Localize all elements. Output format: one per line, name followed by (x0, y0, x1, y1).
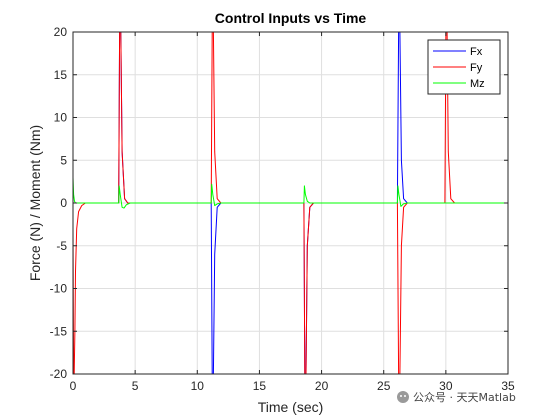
legend-label-mz: Mz (470, 78, 485, 90)
y-tick-label: 15 (54, 68, 68, 82)
series-line-mz (72, 177, 508, 209)
x-tick-label: 5 (132, 379, 139, 393)
y-tick-label: -20 (50, 367, 68, 381)
y-tick-label: 5 (60, 153, 67, 167)
y-tick-label: -10 (50, 282, 68, 296)
y-axis-label: Force (N) / Moment (Nm) (27, 125, 43, 281)
wechat-icon (397, 391, 409, 403)
x-tick-label: 10 (191, 379, 205, 393)
legend: Fx Fy Mz (427, 39, 501, 95)
x-axis-label: Time (sec) (258, 399, 324, 415)
y-tick-label: -15 (50, 324, 68, 338)
y-tick-label: 20 (54, 25, 68, 39)
x-tick-label: 30 (439, 379, 453, 393)
x-tick-label: 25 (377, 379, 391, 393)
x-tick-label: 15 (253, 379, 267, 393)
chart-title: Control Inputs vs Time (215, 10, 367, 26)
axis-ticks: 0 5 10 15 20 25 30 35 -20 -15 -10 -5 0 5 10 15 20 (50, 25, 515, 393)
legend-label-fy: Fy (470, 62, 483, 74)
x-tick-label: 35 (501, 379, 515, 393)
wechat-icon-eye-right (404, 395, 406, 397)
watermark: 公众号 · 天天Matlab (397, 391, 516, 404)
legend-label-fx: Fx (470, 46, 483, 58)
wechat-icon-eye-left (400, 395, 402, 397)
x-tick-label: 20 (315, 379, 329, 393)
watermark-text: 公众号 · 天天Matlab (413, 391, 516, 404)
y-tick-label: -5 (56, 239, 67, 253)
y-tick-label: 10 (54, 111, 68, 125)
y-tick-label: 0 (60, 196, 67, 210)
x-tick-label: 0 (70, 379, 77, 393)
